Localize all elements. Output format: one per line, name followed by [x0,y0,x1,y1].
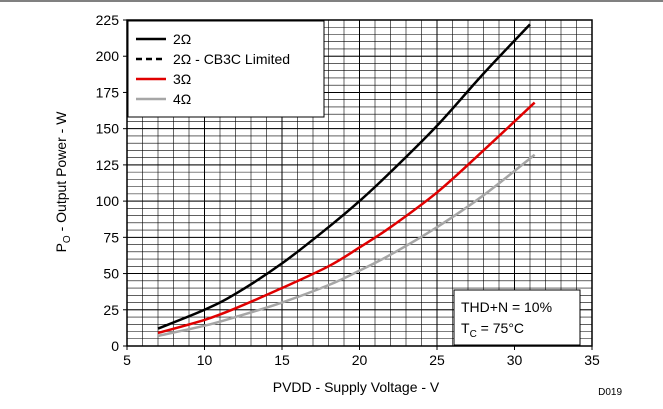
y-tick-labels: 0 25 50 75 100 125 150 175 200 225 [96,12,120,354]
y-tick-label: 50 [103,266,119,282]
x-tick-label: 5 [123,352,131,368]
annotation-thd: THD+N = 10% [461,299,552,315]
series-lines [157,23,536,338]
y-tick-label: 175 [96,84,120,100]
y-tick-label: 125 [96,157,120,173]
legend-label: 4Ω [173,91,191,107]
y-tick-label: 75 [103,229,119,245]
x-tick-label: 35 [584,352,600,368]
legend-label: 3Ω [173,71,191,87]
series-line [157,153,536,338]
x-tick-label: 10 [197,352,213,368]
series-line [157,101,536,335]
legend-label: 2Ω [173,31,191,47]
x-tick-label: 20 [352,352,368,368]
x-tick-label: 15 [274,352,290,368]
x-axis-label: PVDD - Supply Voltage - V [273,379,440,395]
legend-label: 2Ω - CB3C Limited [173,51,290,67]
y-axis-label: PO - Output Power - W [53,111,73,253]
plot-frame [126,19,593,347]
annotation-temperature: TC = 75°C [461,320,524,340]
y-tick-label: 25 [103,302,119,318]
legend-box [127,20,325,118]
y-tick-label: 150 [96,121,120,137]
y-tick-label: 200 [96,48,120,64]
annotation-box: THD+N = 10% TC = 75°C [453,289,581,346]
y-tick-label: 0 [111,338,119,354]
x-tick-label: 30 [507,352,523,368]
legend: 2Ω 2Ω - CB3C Limited 3Ω 4Ω [127,20,325,118]
y-tick-label: 100 [96,193,120,209]
figure-id: D019 [598,387,622,398]
x-tick-label: 25 [429,352,445,368]
x-tick-labels: 5 10 15 20 25 30 35 [123,352,600,368]
y-tick-label: 225 [96,12,120,28]
series-line [157,23,531,330]
